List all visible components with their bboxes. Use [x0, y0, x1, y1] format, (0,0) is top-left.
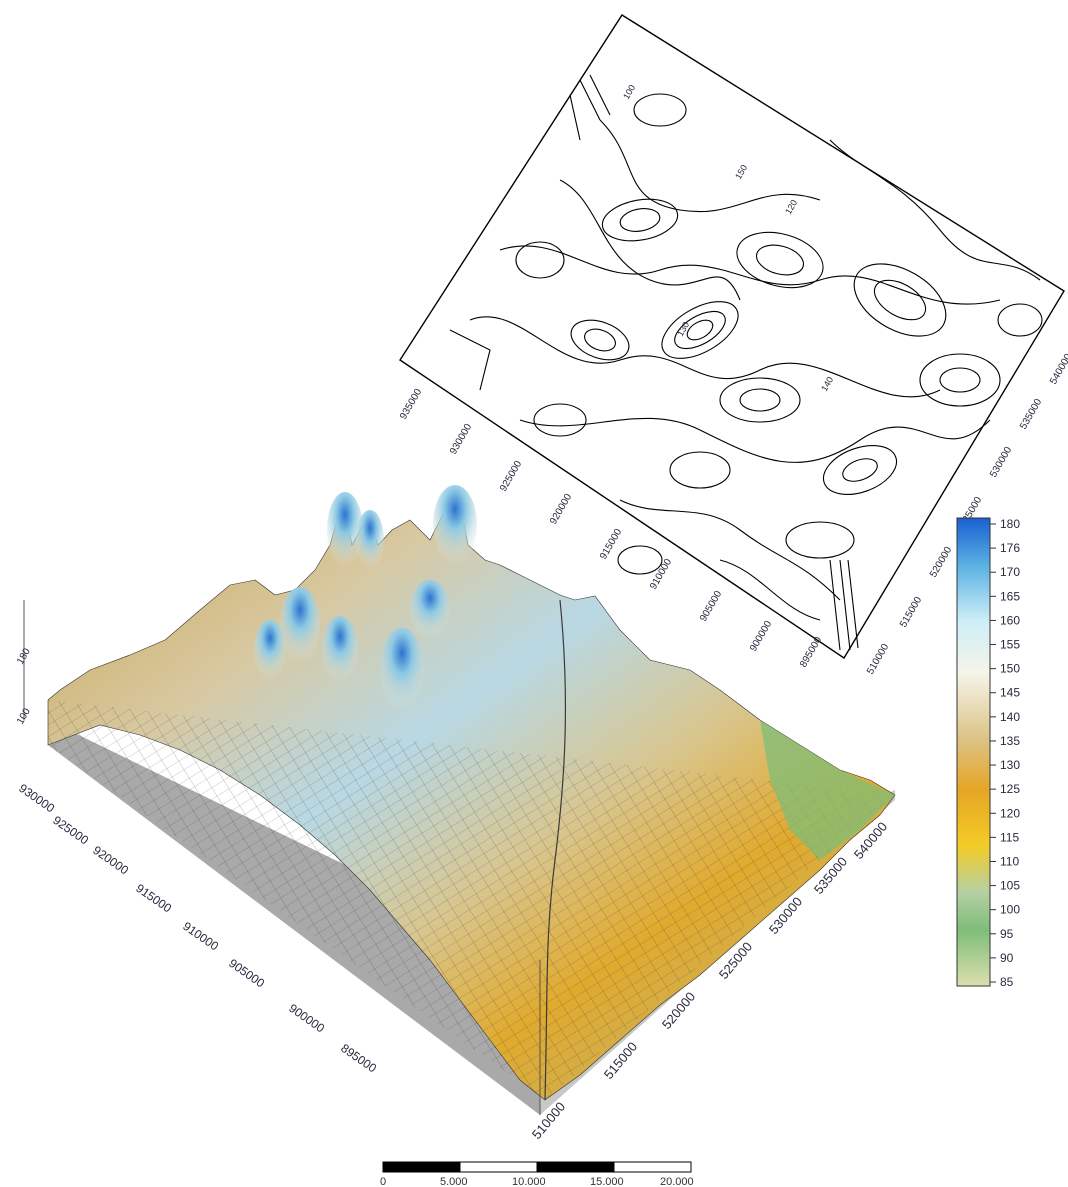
- surface-y-tick: 915000: [133, 881, 174, 916]
- contour-lines: [449, 74, 1043, 651]
- surface-y-tick: 905000: [226, 956, 267, 991]
- scale-bar-label: 5.000: [440, 1176, 468, 1187]
- contour-y-tick: 895000: [798, 635, 824, 670]
- contour-y-tick: 925000: [498, 459, 524, 494]
- surface-valley: [544, 599, 567, 1101]
- legend-label: 155: [1000, 638, 1020, 652]
- scale-bar-label: 20.000: [660, 1176, 694, 1187]
- scale-bar: 0 5.000 10.000 15.000 20.000: [380, 1161, 694, 1187]
- contour-y-tick: 935000: [398, 387, 424, 422]
- contour-x-tick: 520000: [928, 545, 954, 580]
- contour-y-tick: 930000: [448, 422, 474, 457]
- legend-label: 140: [1000, 710, 1020, 724]
- contour-x-tick: 510000: [865, 642, 891, 677]
- legend-label: 115: [1000, 830, 1019, 844]
- contour-x-tick: 540000: [1048, 352, 1068, 387]
- contour-x-tick: 535000: [1018, 397, 1044, 432]
- legend-label: 180: [1000, 517, 1020, 531]
- legend-label: 145: [1000, 686, 1020, 700]
- legend-color-bar: [956, 517, 991, 987]
- legend-label: 110: [1000, 854, 1019, 868]
- surface-y-tick: 900000: [286, 1001, 327, 1036]
- surface-y-tick: 895000: [338, 1041, 379, 1076]
- contour-map: 100 120 130 140 150 935000 930000 925000…: [398, 14, 1068, 677]
- legend-label: 160: [1000, 613, 1020, 627]
- surface-y-tick: 910000: [180, 919, 221, 954]
- legend-label: 130: [1000, 758, 1020, 772]
- legend-labels: 180 176 170 165 160 155 150 145 140 135 130 125 120 1…: [990, 517, 1020, 989]
- surface-lowland: [760, 720, 895, 860]
- surface-y-tick: 925000: [50, 813, 91, 848]
- scale-bar-label: 0: [380, 1176, 386, 1187]
- legend-label: 125: [1000, 782, 1020, 796]
- legend-label: 85: [1000, 975, 1014, 989]
- surface-y-tick: 930000: [16, 781, 57, 816]
- contour-y-tick: 920000: [548, 492, 574, 527]
- legend-label: 90: [1000, 951, 1014, 965]
- surface-z-tick: 180: [15, 646, 33, 666]
- color-legend: 180 176 170 165 160 155 150 145 140 135 130 125 120 1…: [956, 517, 1020, 989]
- legend-label: 120: [1000, 806, 1020, 820]
- surface-z-tick: 100: [15, 706, 33, 726]
- contour-y-tick: 915000: [598, 527, 624, 562]
- legend-label: 150: [1000, 662, 1020, 676]
- legend-label: 170: [1000, 565, 1020, 579]
- legend-label: 105: [1000, 879, 1020, 893]
- surface-mesh: [48, 700, 895, 1100]
- legend-label: 165: [1000, 589, 1020, 603]
- legend-label: 176: [1000, 541, 1020, 555]
- scale-bar-label: 10.000: [512, 1176, 546, 1187]
- legend-label: 100: [1000, 903, 1020, 917]
- legend-label: 135: [1000, 734, 1020, 748]
- contour-y-tick: 905000: [698, 589, 724, 624]
- surface-y-tick: 920000: [90, 843, 131, 878]
- contour-x-tick: 515000: [898, 595, 924, 630]
- surface-peaks: [254, 485, 477, 712]
- contour-x-tick: 530000: [988, 445, 1014, 480]
- scale-bar-label: 15.000: [590, 1176, 624, 1187]
- contour-y-tick: 910000: [648, 557, 674, 592]
- legend-label: 95: [1000, 927, 1014, 941]
- contour-y-tick: 900000: [748, 619, 774, 654]
- contour-map-frame: [399, 14, 1065, 659]
